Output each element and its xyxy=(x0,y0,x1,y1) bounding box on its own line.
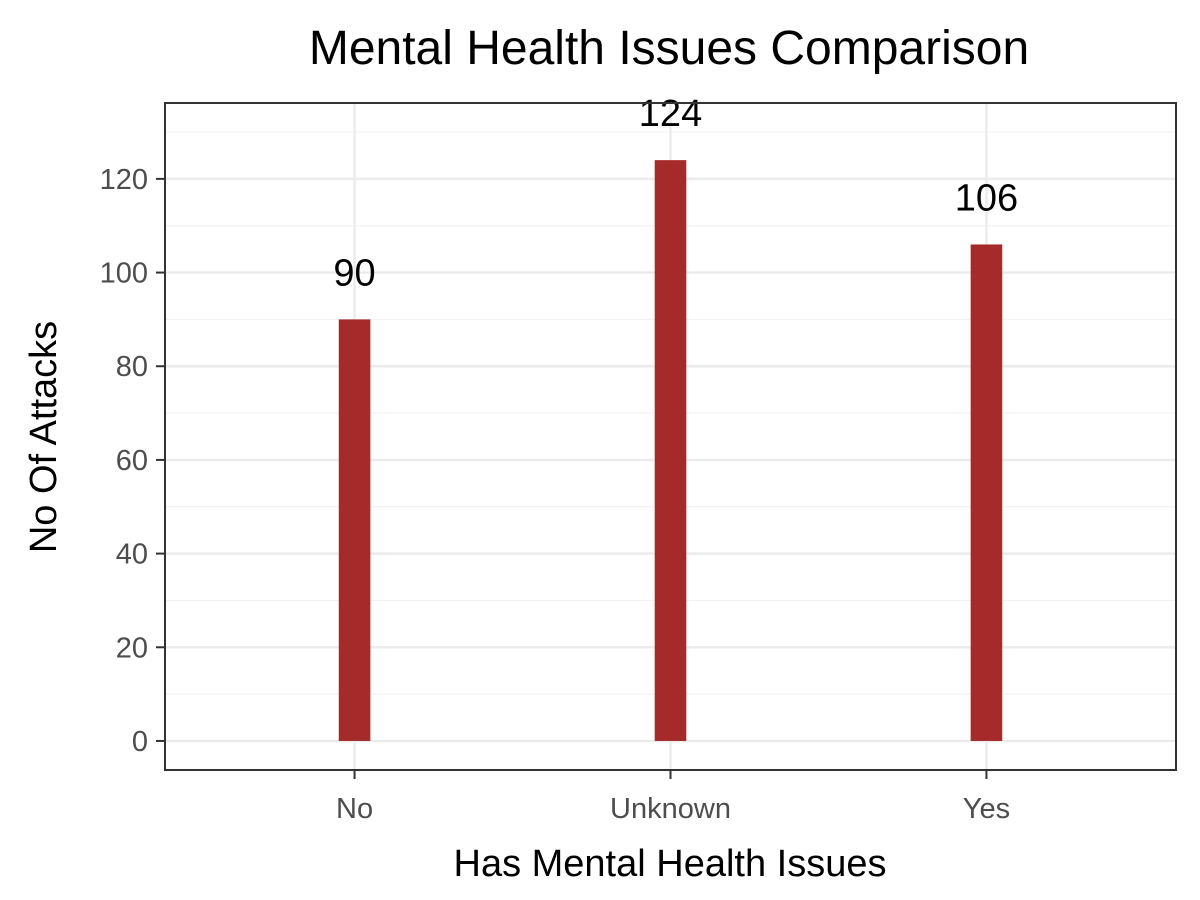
bar-yes xyxy=(970,244,1003,741)
bars-group xyxy=(338,160,1003,741)
y-tick-label: 120 xyxy=(100,164,148,196)
y-axis: 0 20 40 60 80 100 120 xyxy=(100,164,165,758)
data-labels-group: 90 124 106 xyxy=(333,93,1018,294)
bar-no xyxy=(338,319,371,741)
y-tick-label: 60 xyxy=(116,445,148,477)
data-label-no: 90 xyxy=(333,252,375,294)
y-tick-label: 20 xyxy=(116,632,148,664)
y-tick-label: 40 xyxy=(116,539,148,571)
x-axis-title: Has Mental Health Issues xyxy=(454,843,887,885)
y-tick-label: 100 xyxy=(100,258,148,290)
x-tick-label-yes: Yes xyxy=(963,793,1010,825)
bar-unknown xyxy=(654,160,687,741)
x-tick-label-unknown: Unknown xyxy=(610,793,731,825)
data-label-yes: 106 xyxy=(955,177,1018,219)
x-tick-label-no: No xyxy=(336,793,373,825)
y-tick-label: 80 xyxy=(116,351,148,383)
y-axis-title: No Of Attacks xyxy=(23,321,65,553)
data-label-unknown: 124 xyxy=(639,93,702,135)
y-tick-label: 0 xyxy=(132,726,148,758)
chart-title: Mental Health Issues Comparison xyxy=(309,22,1029,75)
x-axis: No Unknown Yes xyxy=(336,770,1010,825)
